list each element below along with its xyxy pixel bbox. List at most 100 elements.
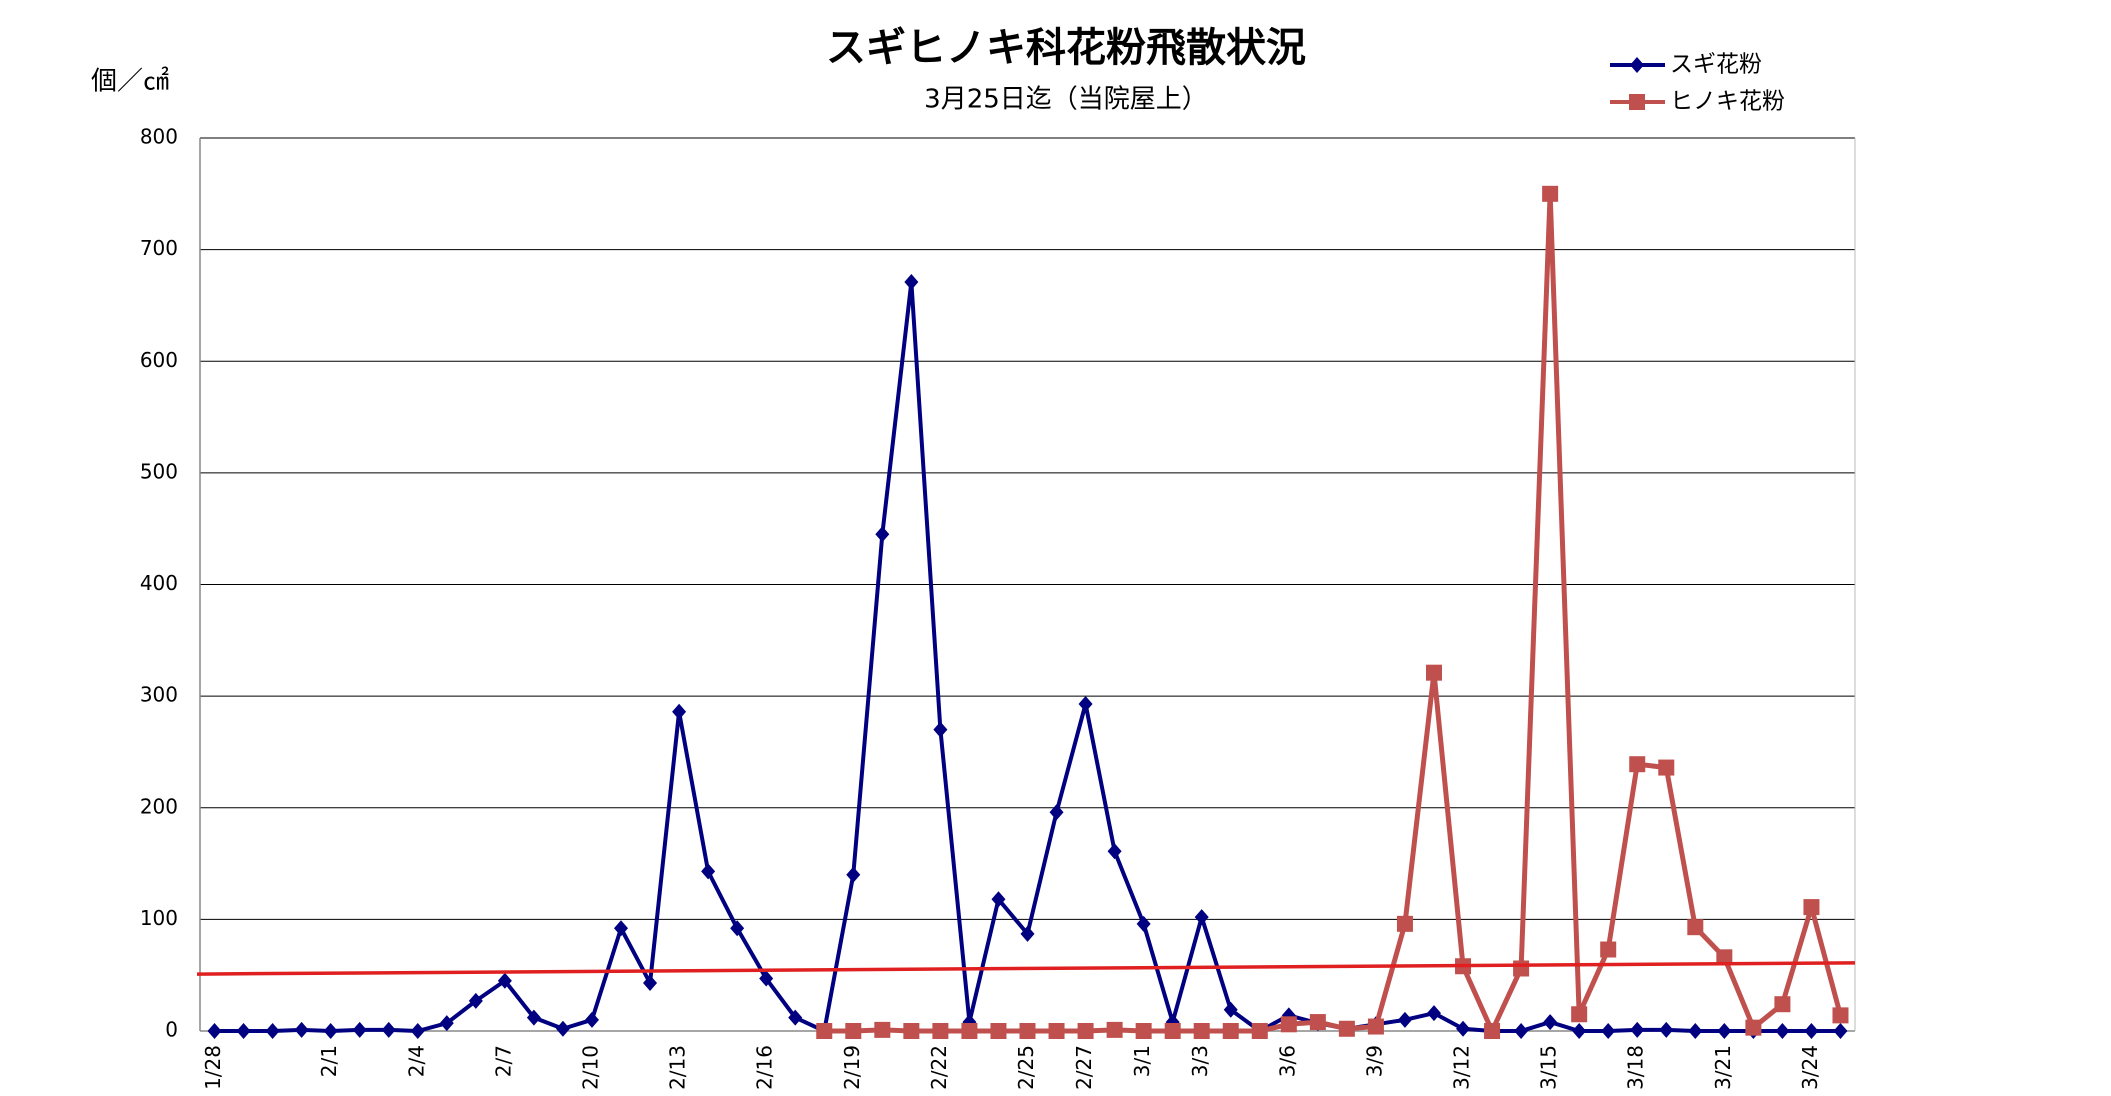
x-tick-label: 2/19 (840, 1045, 864, 1090)
data-point (1426, 1005, 1441, 1022)
data-point (1833, 1023, 1848, 1039)
x-tick-label: 3/3 (1188, 1045, 1212, 1077)
x-tick-label: 2/1 (317, 1045, 341, 1077)
data-point (874, 1021, 891, 1038)
data-point (1107, 843, 1122, 860)
x-tick-label: 3/9 (1362, 1045, 1386, 1077)
data-point (1601, 1023, 1616, 1039)
x-tick-label: 2/16 (753, 1045, 777, 1090)
y-tick-label: 400 (140, 571, 178, 595)
data-point (1164, 1023, 1181, 1039)
data-point (1222, 1023, 1239, 1039)
data-point (265, 1023, 280, 1039)
data-point (845, 1023, 862, 1039)
x-tick-label: 3/24 (1798, 1045, 1822, 1090)
data-point (1396, 915, 1413, 932)
data-point (1630, 1021, 1645, 1038)
data-point (730, 920, 745, 937)
data-point (1688, 1023, 1703, 1039)
y-tick-label: 700 (140, 236, 178, 260)
data-point (990, 1023, 1007, 1039)
data-point (381, 1021, 396, 1038)
data-point (1251, 1023, 1268, 1039)
y-tick-label: 0 (165, 1018, 178, 1042)
data-point (932, 1023, 949, 1039)
x-tick-label: 3/21 (1711, 1045, 1735, 1090)
x-tick-label: 3/12 (1450, 1045, 1474, 1090)
data-point (352, 1021, 367, 1038)
data-point (1135, 1023, 1152, 1039)
legend-label: スギ花粉 (1670, 52, 1762, 78)
y-tick-label: 800 (140, 125, 178, 149)
data-point (1572, 1023, 1587, 1039)
x-tick-label: 2/22 (927, 1045, 951, 1090)
data-point (1717, 1023, 1732, 1039)
data-point (875, 526, 890, 543)
x-tick-label: 2/13 (666, 1045, 690, 1090)
series-line (824, 191, 1843, 1034)
x-tick-label: 2/7 (491, 1045, 515, 1077)
legend-label: ヒノキ花粉 (1670, 89, 1785, 115)
data-point (1774, 996, 1791, 1013)
data-point (672, 703, 687, 720)
data-point (1600, 941, 1617, 958)
data-point (961, 1023, 978, 1039)
data-point (468, 992, 483, 1009)
data-point (410, 1023, 425, 1039)
data-point (1049, 804, 1064, 821)
trend-line (196, 961, 1856, 976)
x-tick-label: 2/10 (578, 1045, 602, 1090)
y-tick-label: 600 (140, 348, 178, 372)
data-point (701, 863, 716, 880)
chart-subtitle: 3月25日迄（当院屋上） (924, 85, 1208, 115)
data-point (903, 1023, 920, 1039)
data-point (1832, 1007, 1849, 1024)
x-tick-label: 3/18 (1624, 1045, 1648, 1090)
x-tick-label: 3/6 (1275, 1045, 1299, 1077)
chart-title: スギヒノキ科花粉飛散状況 (826, 25, 1306, 71)
data-point (1513, 960, 1530, 977)
data-point (614, 920, 629, 937)
data-point (555, 1020, 570, 1037)
data-point (788, 1009, 803, 1026)
x-tick-label: 3/15 (1537, 1045, 1561, 1090)
data-point (1425, 664, 1442, 681)
x-tick-label: 2/25 (1014, 1045, 1038, 1090)
x-tick-label: 1/28 (201, 1045, 225, 1090)
x-tick-label: 3/1 (1130, 1045, 1154, 1077)
data-point (1514, 1023, 1529, 1039)
data-point (1542, 185, 1559, 202)
data-point (643, 975, 658, 992)
data-point (1136, 915, 1151, 932)
data-point (1630, 57, 1644, 73)
data-point (1193, 1023, 1210, 1039)
data-point (1078, 695, 1093, 712)
data-point (1716, 949, 1733, 966)
data-point (207, 1023, 222, 1039)
data-point (904, 273, 919, 290)
data-point (991, 891, 1006, 908)
data-point (1077, 1023, 1094, 1039)
x-tick-label: 2/27 (1072, 1045, 1096, 1090)
data-point (294, 1021, 309, 1038)
data-point (1687, 919, 1704, 936)
y-tick-label: 200 (140, 794, 178, 818)
data-point (1803, 899, 1820, 916)
data-point (497, 972, 512, 989)
data-point (846, 866, 861, 883)
data-point (759, 970, 774, 987)
series-line (214, 279, 1841, 1033)
data-point (1484, 1023, 1501, 1039)
data-point (236, 1023, 251, 1039)
data-point (1280, 1016, 1297, 1033)
y-tick-label: 100 (140, 906, 178, 930)
data-point (933, 721, 948, 738)
data-point (1571, 1006, 1588, 1023)
y-tick-label: 500 (140, 459, 178, 483)
data-point (1629, 94, 1645, 110)
data-point (1223, 1001, 1238, 1018)
data-point (1048, 1023, 1065, 1039)
data-point (1367, 1018, 1384, 1035)
data-point (1019, 1023, 1036, 1039)
